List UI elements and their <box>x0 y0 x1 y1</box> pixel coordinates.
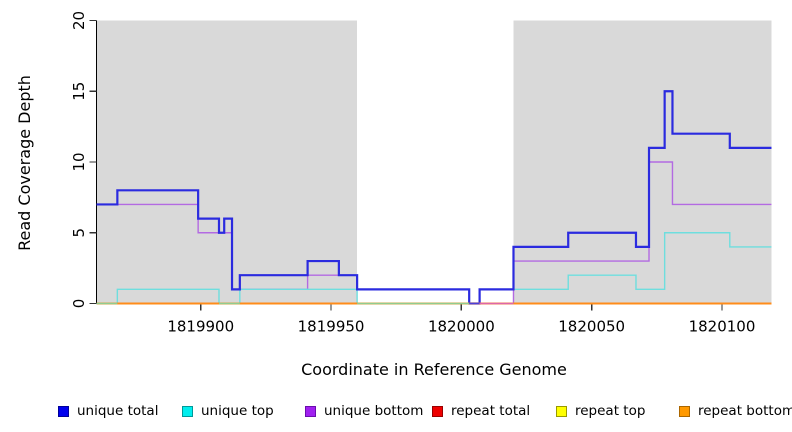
shaded-region <box>96 20 358 304</box>
legend-item-repeat-bottom: repeat bottom <box>679 401 792 421</box>
legend-label: unique top <box>201 403 274 419</box>
legend-label: repeat bottom <box>698 403 792 419</box>
legend-label: unique bottom <box>324 403 424 419</box>
shaded-region <box>513 20 772 304</box>
legend-item-unique-top: unique top <box>182 401 274 421</box>
legend-item-repeat-total: repeat total <box>432 401 530 421</box>
legend-label: unique total <box>77 403 159 419</box>
legend-label: repeat total <box>451 403 531 419</box>
y-tick-label: 10 <box>70 152 88 171</box>
x-tick-label: 1820050 <box>558 318 625 336</box>
legend-item-unique-bottom: unique bottom <box>305 401 423 421</box>
tick-labels: 0 5 10 15 20 1819900 1819950 1820000 1820050 1820… <box>70 11 755 336</box>
y-axis-title: Read Coverage Depth <box>15 75 34 251</box>
legend-swatch <box>679 405 690 417</box>
legend-swatch <box>182 405 193 417</box>
y-tick-label: 5 <box>70 228 88 238</box>
x-tick-label: 1819900 <box>167 318 234 336</box>
legend-label: repeat top <box>575 403 646 419</box>
legend-item-repeat-top: repeat top <box>556 401 645 421</box>
series-line-unique-total <box>96 90 772 305</box>
x-tick-label: 1819950 <box>298 318 365 336</box>
y-tick-label: 20 <box>70 11 88 30</box>
legend-swatch <box>58 405 69 417</box>
legend-swatch <box>432 405 443 417</box>
x-tick-label: 1820100 <box>689 318 756 336</box>
x-axis-title: Coordinate in Reference Genome <box>301 360 567 379</box>
legend-item-unique-total: unique total <box>58 401 158 421</box>
y-tick-label: 15 <box>70 82 88 101</box>
legend: unique total unique top unique bottom repea… <box>0 401 792 427</box>
x-tick-label: 1820000 <box>428 318 495 336</box>
shaded-regions <box>96 20 772 304</box>
legend-swatch <box>556 405 567 417</box>
legend-swatch <box>305 405 316 417</box>
y-tick-label: 0 <box>70 299 88 309</box>
series-lines <box>96 90 772 305</box>
